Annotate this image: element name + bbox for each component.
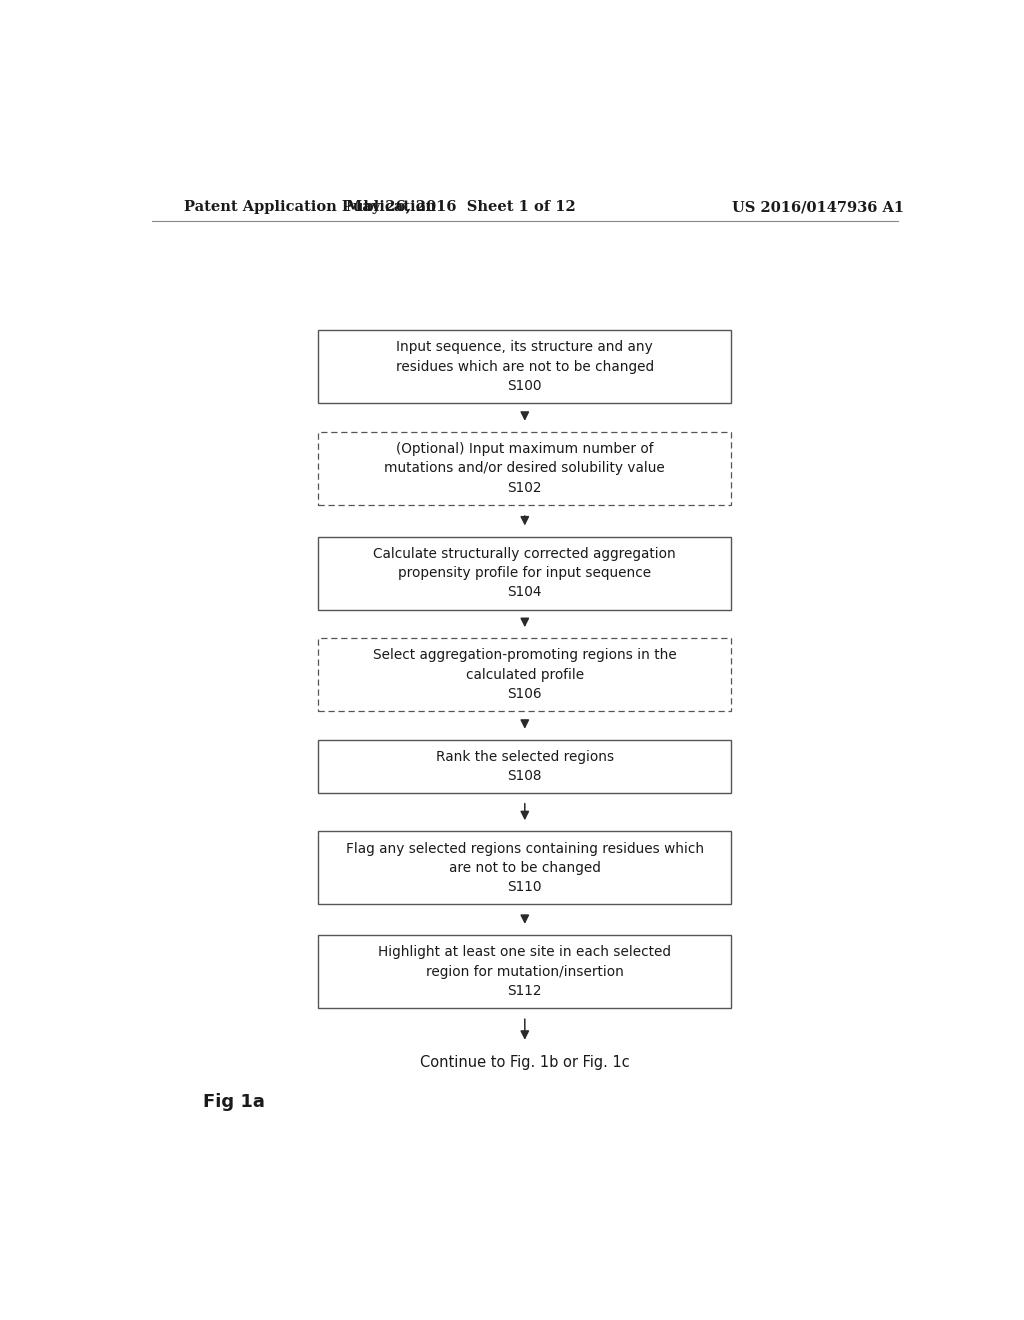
Text: Continue to Fig. 1b or Fig. 1c: Continue to Fig. 1b or Fig. 1c (420, 1055, 630, 1071)
Text: S106: S106 (508, 686, 542, 701)
Text: mutations and/or desired solubility value: mutations and/or desired solubility valu… (384, 462, 666, 475)
FancyBboxPatch shape (318, 432, 731, 506)
Text: Calculate structurally corrected aggregation: Calculate structurally corrected aggrega… (374, 546, 676, 561)
Text: region for mutation/insertion: region for mutation/insertion (426, 965, 624, 978)
FancyBboxPatch shape (318, 935, 731, 1008)
Text: calculated profile: calculated profile (466, 668, 584, 681)
Text: Rank the selected regions: Rank the selected regions (436, 750, 613, 763)
Text: Fig 1a: Fig 1a (204, 1093, 265, 1110)
Text: S100: S100 (508, 379, 542, 393)
Text: residues which are not to be changed: residues which are not to be changed (395, 360, 654, 374)
Text: S108: S108 (508, 768, 542, 783)
FancyBboxPatch shape (318, 536, 731, 610)
Text: S104: S104 (508, 585, 542, 599)
Text: S102: S102 (508, 480, 542, 495)
FancyBboxPatch shape (318, 330, 731, 404)
Text: (Optional) Input maximum number of: (Optional) Input maximum number of (396, 442, 653, 457)
Text: propensity profile for input sequence: propensity profile for input sequence (398, 566, 651, 579)
Text: US 2016/0147936 A1: US 2016/0147936 A1 (732, 201, 904, 214)
Text: May 26, 2016  Sheet 1 of 12: May 26, 2016 Sheet 1 of 12 (346, 201, 577, 214)
Text: Select aggregation-promoting regions in the: Select aggregation-promoting regions in … (373, 648, 677, 663)
Text: Flag any selected regions containing residues which: Flag any selected regions containing res… (346, 842, 703, 855)
Text: S112: S112 (508, 983, 542, 998)
Text: Patent Application Publication: Patent Application Publication (183, 201, 435, 214)
FancyBboxPatch shape (318, 638, 731, 711)
FancyBboxPatch shape (318, 832, 731, 904)
FancyBboxPatch shape (318, 739, 731, 792)
Text: are not to be changed: are not to be changed (449, 861, 601, 875)
Text: Input sequence, its structure and any: Input sequence, its structure and any (396, 341, 653, 355)
Text: Highlight at least one site in each selected: Highlight at least one site in each sele… (378, 945, 672, 960)
Text: S110: S110 (508, 880, 542, 894)
